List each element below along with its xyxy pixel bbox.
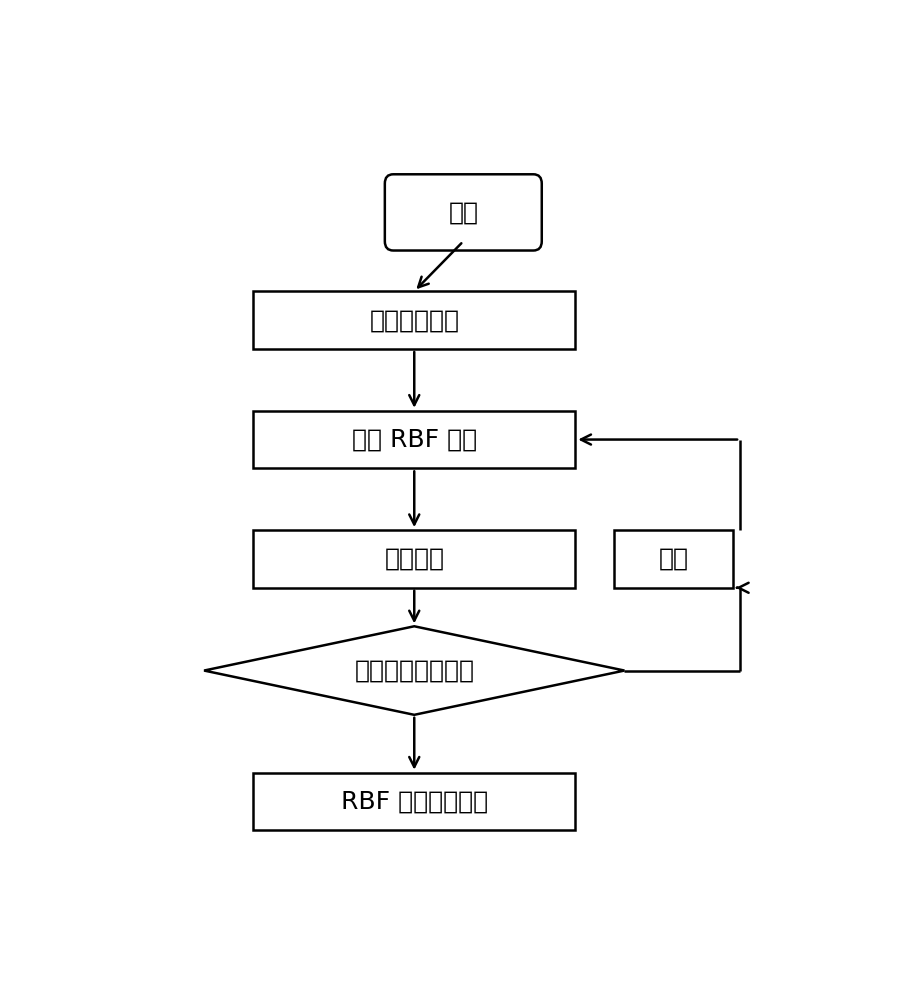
Text: RBF 神经网络模型: RBF 神经网络模型 bbox=[340, 789, 488, 813]
Text: 误差是否满足要求: 误差是否满足要求 bbox=[354, 659, 474, 683]
Bar bbox=[253, 773, 575, 830]
Bar bbox=[253, 530, 575, 588]
FancyBboxPatch shape bbox=[385, 174, 541, 251]
Polygon shape bbox=[204, 626, 624, 715]
Text: 输入输出变量: 输入输出变量 bbox=[368, 308, 459, 332]
Text: 测试网络: 测试网络 bbox=[384, 547, 443, 571]
Text: 调试: 调试 bbox=[657, 547, 688, 571]
Bar bbox=[613, 530, 732, 588]
Text: 训练 RBF 网络: 训练 RBF 网络 bbox=[351, 428, 476, 452]
Text: 开始: 开始 bbox=[448, 200, 478, 224]
Bar bbox=[253, 291, 575, 349]
Bar bbox=[253, 411, 575, 468]
